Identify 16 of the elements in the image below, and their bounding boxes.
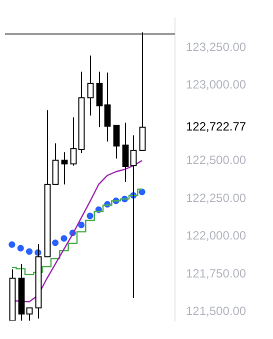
point <box>8 241 16 248</box>
y-tick-label: 122,500.00 <box>186 153 246 168</box>
y-tick-label: 121,500.00 <box>186 304 246 318</box>
text: 122,722.77 <box>186 120 246 134</box>
y-tick-label: 123,000.00 <box>186 78 246 92</box>
point <box>26 248 33 255</box>
point <box>17 244 24 252</box>
point <box>86 212 94 220</box>
y-tick-label: 122,000.00 <box>186 228 246 243</box>
point <box>52 239 59 246</box>
point <box>138 188 146 196</box>
point <box>60 235 68 242</box>
y-tick-label: 122,250.00 <box>186 190 246 205</box>
point <box>78 222 85 228</box>
y-tick-label: 121,750.00 <box>186 266 246 280</box>
y-tick-label: 123,250.00 <box>186 40 246 54</box>
